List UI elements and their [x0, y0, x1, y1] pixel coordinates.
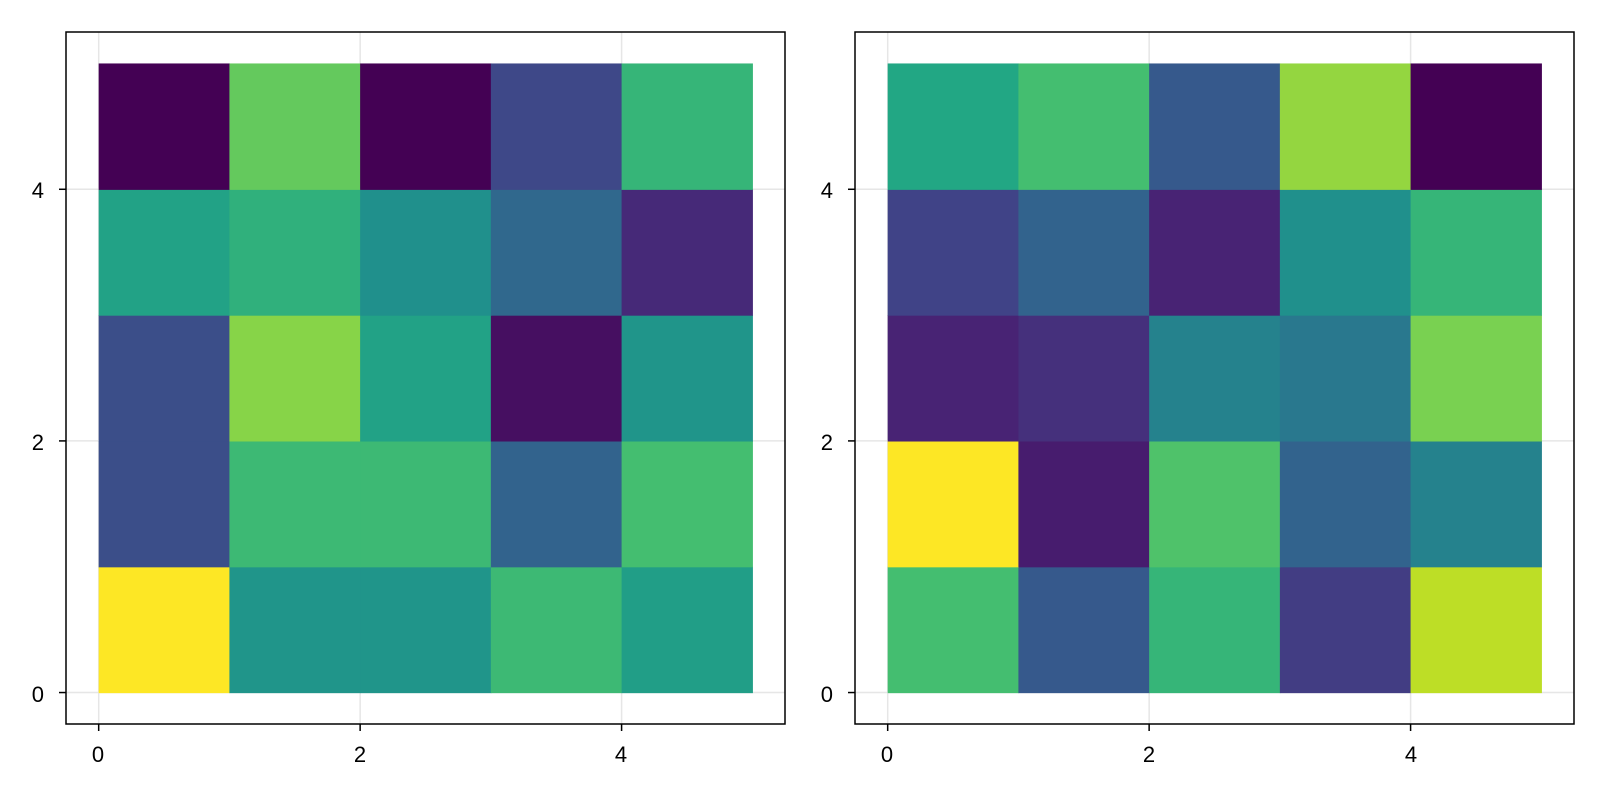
cells-right	[887, 63, 1542, 694]
heatmap-cell-right-r2-c2	[1149, 315, 1281, 442]
x-tick-label-left-2: 2	[354, 742, 366, 767]
heatmap-cell-left-r3-c2	[360, 189, 492, 316]
heatmap-cell-left-r3-c4	[621, 189, 753, 316]
heatmap-cell-right-r2-c1	[1018, 315, 1150, 442]
heatmap-cell-right-r0-c1	[1018, 566, 1150, 694]
heatmap-cell-right-r1-c4	[1410, 440, 1542, 568]
axis-frame-left	[65, 31, 786, 725]
heatmap-panel-right: 0 2 4 0 2 4	[821, 31, 1575, 767]
heatmap-panel-left: 0 2 4 0 2 4	[32, 31, 786, 767]
heatmap-cell-right-r1-c2	[1149, 440, 1281, 568]
heatmap-cell-right-r3-c2	[1149, 189, 1281, 316]
heatmap-cell-left-r1-c4	[621, 440, 753, 568]
y-tick-label-right-2: 2	[821, 430, 833, 455]
heatmap-cell-left-r0-c4	[621, 566, 753, 694]
heatmap-cell-right-r4-c1	[1018, 63, 1150, 190]
heatmap-cell-left-r2-c0	[98, 315, 231, 442]
y-tick-label-left-4: 4	[32, 178, 44, 203]
heatmap-cell-left-r4-c0	[98, 63, 231, 190]
heatmap-cell-right-r0-c0	[887, 566, 1020, 694]
axis-frame-right	[854, 31, 1575, 725]
ticks-left	[59, 188, 623, 731]
ticks-right	[848, 188, 1412, 731]
heatmap-cell-right-r1-c3	[1279, 440, 1412, 568]
heatmap-cell-left-r1-c1	[229, 440, 361, 568]
heatmap-cell-left-r2-c2	[360, 315, 492, 442]
heatmap-cell-left-r1-c0	[98, 440, 231, 568]
heatmap-cell-left-r2-c3	[490, 315, 623, 442]
heatmap-cell-right-r2-c3	[1279, 315, 1412, 442]
heatmap-cell-right-r1-c0	[887, 440, 1020, 568]
heatmap-cell-left-r3-c1	[229, 189, 361, 316]
heatmap-cell-right-r0-c4	[1410, 566, 1542, 694]
heatmap-cell-right-r0-c2	[1149, 566, 1281, 694]
heatmap-cell-right-r3-c4	[1410, 189, 1542, 316]
heatmap-cell-right-r3-c0	[887, 189, 1020, 316]
heatmap-cell-left-r0-c3	[490, 566, 623, 694]
x-tick-label-right-0: 0	[881, 742, 893, 767]
y-tick-label-right-4: 4	[821, 178, 833, 203]
heatmap-cell-right-r3-c3	[1279, 189, 1412, 316]
heatmap-cell-left-r4-c2	[360, 63, 492, 190]
y-tick-label-left-2: 2	[32, 430, 44, 455]
heatmap-cell-left-r4-c1	[229, 63, 361, 190]
heatmap-cell-left-r2-c4	[621, 315, 753, 442]
heatmap-cell-right-r4-c2	[1149, 63, 1281, 190]
heatmap-cell-left-r0-c2	[360, 566, 492, 694]
heatmap-cell-left-r3-c0	[98, 189, 231, 316]
heatmap-cell-left-r1-c2	[360, 440, 492, 568]
heatmap-cell-left-r3-c3	[490, 189, 623, 316]
heatmap-cell-left-r4-c4	[621, 63, 753, 190]
heatmap-cell-right-r4-c0	[887, 63, 1020, 190]
heatmap-cell-right-r3-c1	[1018, 189, 1150, 316]
x-tick-label-right-4: 4	[1405, 742, 1417, 767]
heatmap-cell-right-r4-c3	[1279, 63, 1412, 190]
heatmap-cell-left-r0-c0	[98, 566, 231, 694]
heatmap-cell-right-r0-c3	[1279, 566, 1412, 694]
y-tick-label-left-0: 0	[32, 682, 44, 707]
y-tick-label-right-0: 0	[821, 682, 833, 707]
heatmap-cell-left-r2-c1	[229, 315, 361, 442]
heatmap-cell-left-r1-c3	[490, 440, 623, 568]
cells-left	[98, 63, 753, 694]
x-tick-label-left-4: 4	[615, 742, 627, 767]
x-tick-label-left-0: 0	[92, 742, 104, 767]
heatmap-cell-right-r2-c4	[1410, 315, 1542, 442]
heatmap-cell-left-r4-c3	[490, 63, 623, 190]
heatmap-cell-left-r0-c1	[229, 566, 361, 694]
heatmap-cell-right-r2-c0	[887, 315, 1020, 442]
heatmap-cell-right-r4-c4	[1410, 63, 1542, 190]
heatmap-cell-right-r1-c1	[1018, 440, 1150, 568]
x-tick-label-right-2: 2	[1143, 742, 1155, 767]
